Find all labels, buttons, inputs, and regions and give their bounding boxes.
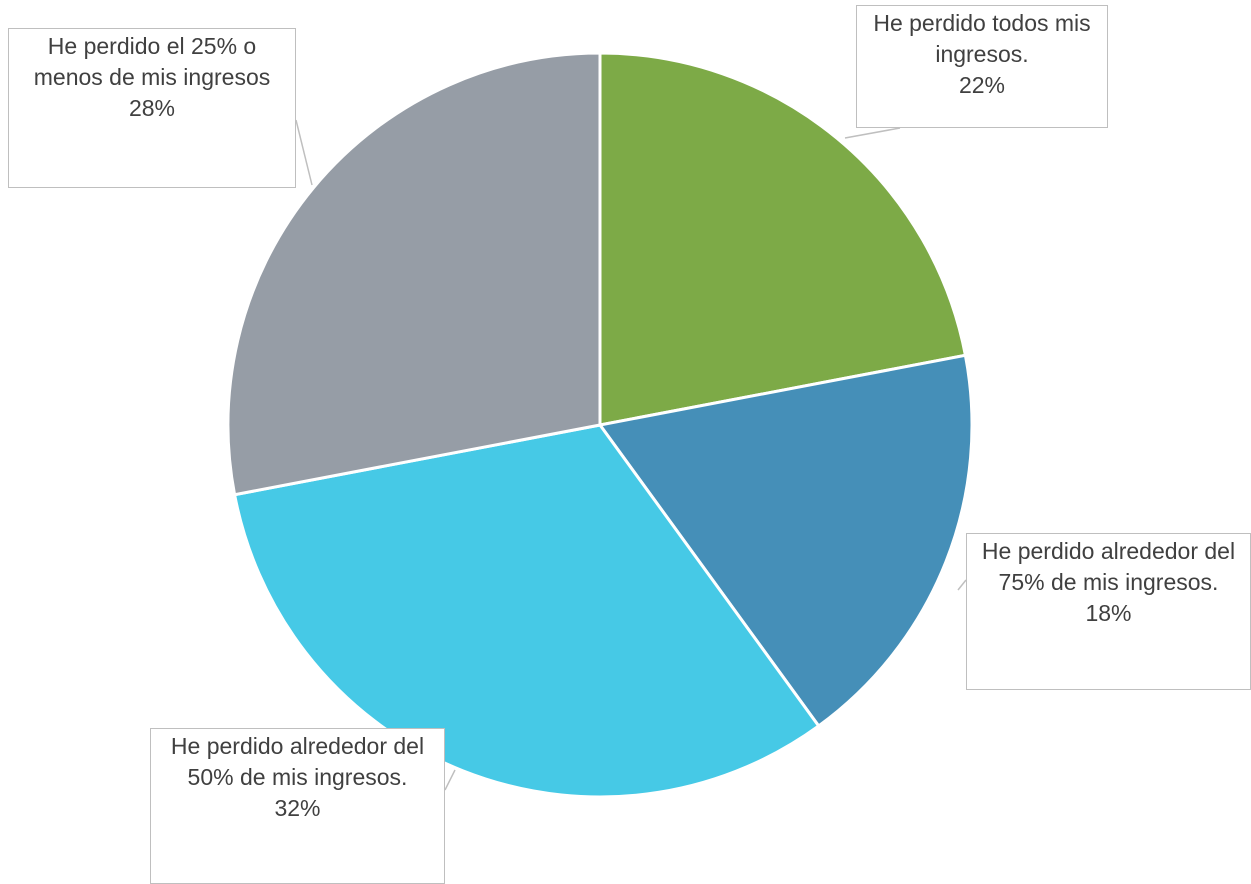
pie-slice bbox=[597, 353, 974, 729]
category-label: He perdido alrededor del 75% de mis ingr… bbox=[981, 538, 1236, 595]
category-label: He perdido el 25% o menos de mis ingreso… bbox=[33, 33, 271, 90]
data-label: He perdido alrededor del 75% de mis ingr… bbox=[966, 533, 1251, 690]
leader-line bbox=[844, 127, 901, 139]
leader-line bbox=[957, 579, 967, 591]
pie bbox=[226, 51, 974, 799]
pie-slice bbox=[226, 51, 602, 497]
data-label: He perdido alrededor del 50% de mis ingr… bbox=[150, 728, 445, 884]
leader-line bbox=[444, 769, 456, 791]
data-label: He perdido el 25% o menos de mis ingreso… bbox=[8, 28, 296, 188]
category-label: He perdido todos mis ingresos. bbox=[873, 10, 1091, 67]
value-label: 18% bbox=[1085, 600, 1132, 626]
leader-line bbox=[295, 119, 313, 186]
value-label: 28% bbox=[128, 95, 176, 121]
category-label: He perdido alrededor del 50% de mis ingr… bbox=[170, 733, 425, 790]
pie-slice bbox=[232, 423, 821, 799]
leader-lines bbox=[295, 119, 967, 791]
pie-slice bbox=[598, 51, 968, 427]
value-label: 22% bbox=[958, 72, 1006, 98]
value-label: 32% bbox=[274, 795, 321, 821]
data-label: He perdido todos mis ingresos. 22% bbox=[856, 5, 1108, 128]
